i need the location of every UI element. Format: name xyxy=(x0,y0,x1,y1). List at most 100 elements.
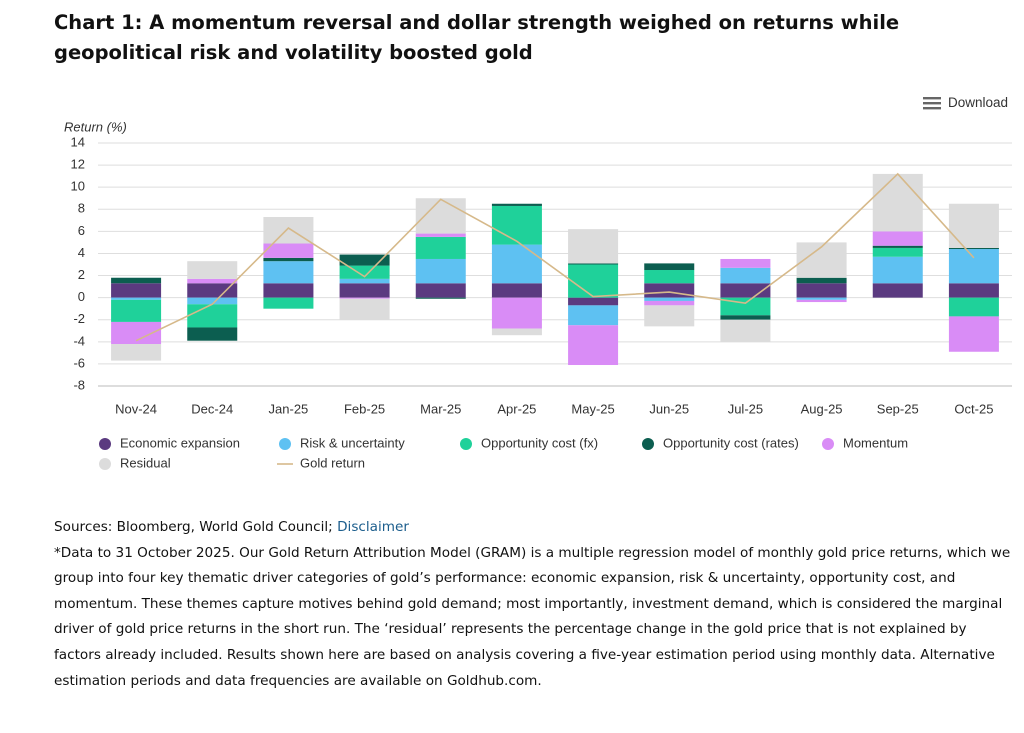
bar-segment xyxy=(187,327,238,341)
bar-segment xyxy=(415,236,466,259)
y-tick-label: 0 xyxy=(78,289,85,304)
bar-segment xyxy=(872,247,923,257)
bar-segment xyxy=(263,243,314,258)
chart: Return (%) -8 -6 -4 -2 0 2 4 6 8 10 12 14 Nov-24 Dec-2… xyxy=(64,119,1012,470)
y-tick-label: -2 xyxy=(73,311,85,326)
bar-segment xyxy=(111,299,162,322)
x-tick-label: Oct-25 xyxy=(954,401,993,416)
y-tick-label: 6 xyxy=(78,223,85,238)
sources-text: Sources: Bloomberg, World Gold Council; xyxy=(54,519,333,535)
bar-segment xyxy=(644,283,695,298)
x-tick-label: Jan-25 xyxy=(269,401,309,416)
bar-segment xyxy=(263,297,314,309)
bar-segment xyxy=(720,267,771,284)
x-tick-label: Jul-25 xyxy=(728,401,763,416)
bar-segment xyxy=(568,263,619,265)
x-tick-label: Feb-25 xyxy=(344,401,385,416)
x-tick-label: Dec-24 xyxy=(191,401,233,416)
bar-segment xyxy=(948,297,999,317)
bar-segment xyxy=(796,299,847,303)
y-tick-label: 14 xyxy=(71,134,85,149)
y-tick-label: -6 xyxy=(73,355,85,370)
bar-segment xyxy=(415,297,466,299)
bar-segment xyxy=(491,328,542,336)
bar-segment xyxy=(568,305,619,326)
y-axis-label: Return (%) xyxy=(64,119,127,134)
bar-segment xyxy=(187,297,238,305)
bar-segment xyxy=(568,229,619,264)
legend-label: Opportunity cost (rates) xyxy=(663,435,799,450)
bar-segment xyxy=(491,205,542,245)
legend-marker xyxy=(642,438,654,450)
bar-segment xyxy=(491,203,542,206)
bar-segment xyxy=(796,283,847,298)
bar-segment xyxy=(491,297,542,329)
y-tick-label: 10 xyxy=(71,179,85,194)
bar-segment xyxy=(415,258,466,284)
bar-segment xyxy=(111,344,162,361)
x-tick-label: Apr-25 xyxy=(497,401,536,416)
bar-segment xyxy=(339,278,390,284)
bar-segment xyxy=(644,305,695,327)
bar-segment xyxy=(415,283,466,298)
bar-segment xyxy=(263,283,314,298)
bar-segment xyxy=(644,297,695,301)
bar-segment xyxy=(720,258,771,268)
bar-segment xyxy=(415,233,466,237)
bar-segment xyxy=(111,283,162,298)
bar-segment xyxy=(111,277,162,284)
legend-label: Risk & uncertainty xyxy=(300,435,405,450)
legend-label: Opportunity cost (fx) xyxy=(481,435,598,450)
bar-segment xyxy=(491,244,542,284)
disclaimer-link[interactable]: Disclaimer xyxy=(337,519,409,535)
bar-segment xyxy=(948,249,999,284)
bar-segment xyxy=(872,283,923,298)
chart-title: Chart 1: A momentum reversal and dollar … xyxy=(54,11,900,64)
y-tick-label: -4 xyxy=(73,333,85,348)
bar-segment xyxy=(568,297,619,306)
bar-segment xyxy=(872,173,923,232)
bar-segment xyxy=(415,198,466,234)
bar-segment xyxy=(720,315,771,320)
x-tick-label: Sep-25 xyxy=(877,401,919,416)
bar-segment xyxy=(111,321,162,345)
bar-segment xyxy=(796,277,847,284)
legend-label: Residual xyxy=(120,455,171,470)
bar-segment xyxy=(644,300,695,306)
sources: Sources: Bloomberg, World Gold Council; … xyxy=(54,515,1016,541)
legend-marker xyxy=(279,438,291,450)
bar-segment xyxy=(187,278,238,284)
legend-label: Gold return xyxy=(300,455,365,470)
bar-segment xyxy=(187,261,238,279)
x-tick-label: Aug-25 xyxy=(801,401,843,416)
legend-marker xyxy=(460,438,472,450)
bar-segment xyxy=(872,256,923,284)
bar-segment xyxy=(948,316,999,352)
bar-segment xyxy=(644,263,695,271)
y-tick-label: 8 xyxy=(78,201,85,216)
bar-segment xyxy=(568,264,619,298)
bar-segment xyxy=(111,297,162,300)
footnote: *Data to 31 October 2025. Our Gold Retur… xyxy=(54,544,1011,689)
legend-marker xyxy=(99,438,111,450)
y-tick-label: 12 xyxy=(71,157,85,172)
bar-segment xyxy=(948,283,999,298)
bar-segment xyxy=(872,231,923,246)
bar-segment xyxy=(720,319,771,342)
legend-label: Momentum xyxy=(843,435,908,450)
y-tick-label: -8 xyxy=(73,377,85,392)
bar-segment xyxy=(339,297,390,299)
notes: Sources: Bloomberg, World Gold Council; … xyxy=(54,515,1016,694)
line-series xyxy=(135,172,975,342)
legend-marker xyxy=(822,438,834,450)
bar-segment xyxy=(948,247,999,250)
download-button[interactable]: Download xyxy=(923,95,1008,110)
y-tick-label: 4 xyxy=(78,245,85,260)
bar-segment xyxy=(796,297,847,300)
bar-segment xyxy=(263,261,314,284)
x-tick-label: Jun-25 xyxy=(649,401,689,416)
y-tick-label: 2 xyxy=(78,267,85,282)
menu-icon xyxy=(923,96,941,109)
bar-segment xyxy=(568,325,619,366)
